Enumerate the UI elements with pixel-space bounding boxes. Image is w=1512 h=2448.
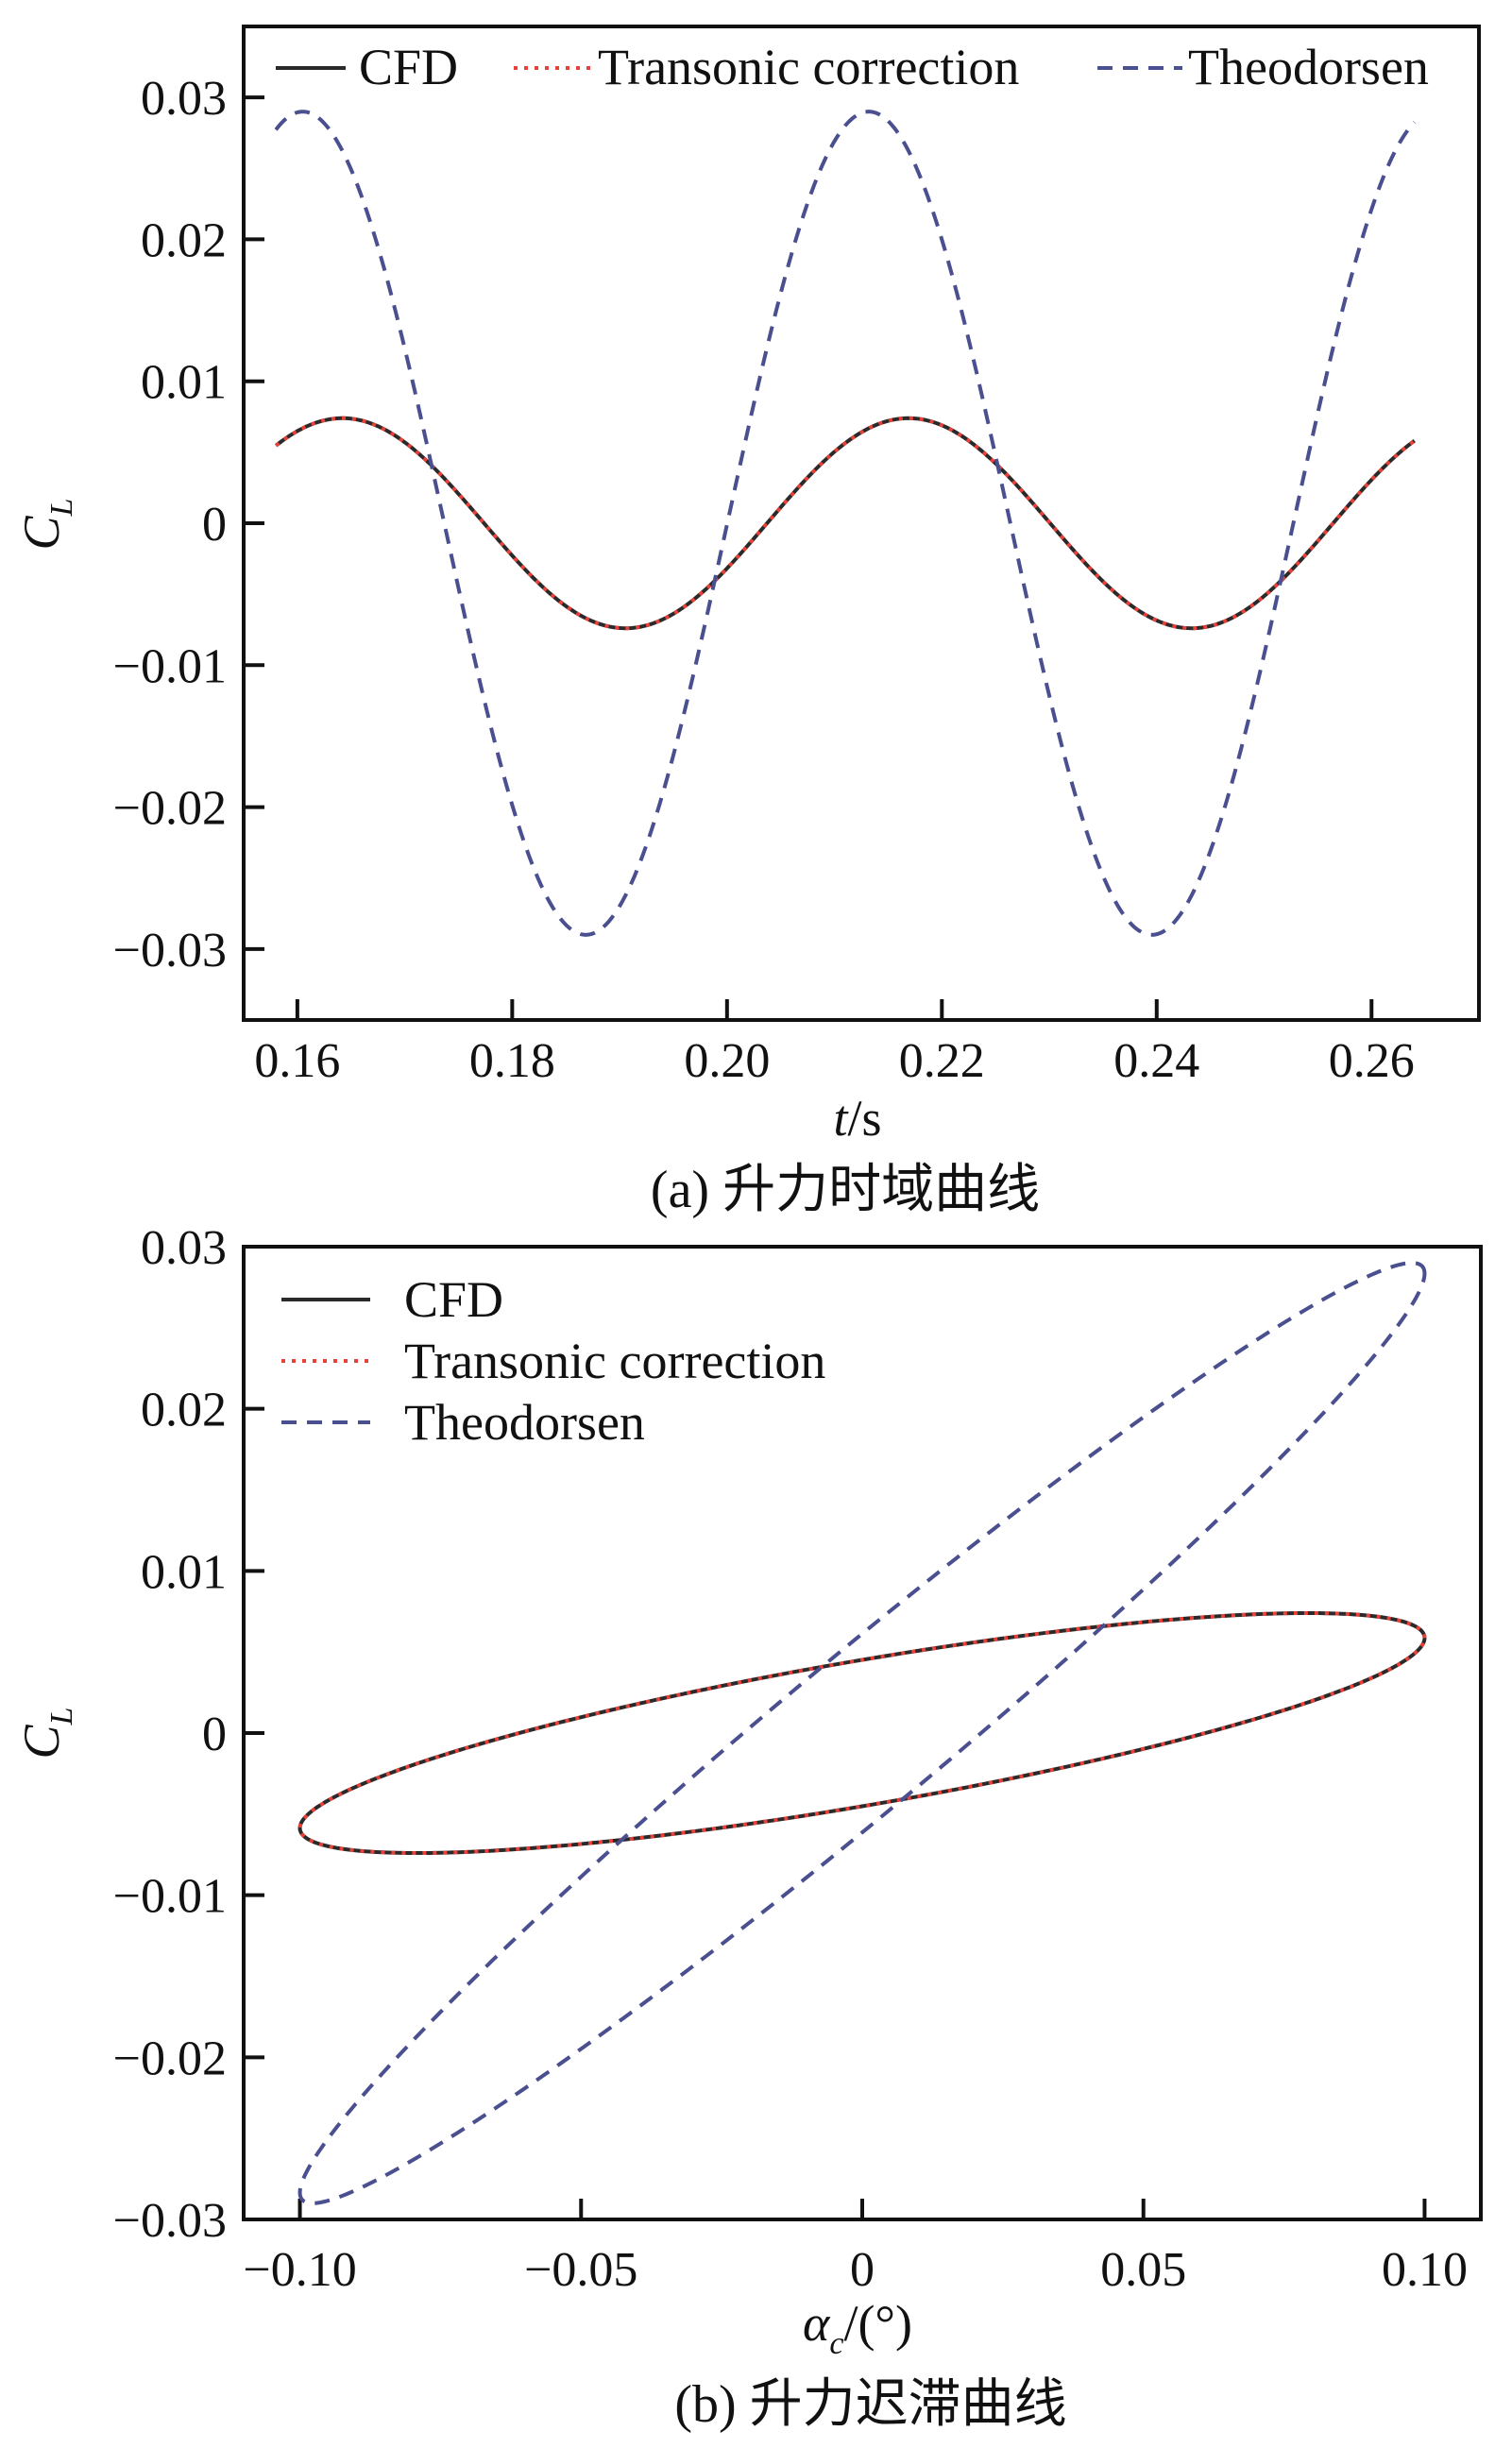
panel-a-xtick-label-2: 0.20 [684,1034,770,1088]
panel-b-xtick-label-2: 0 [850,2243,875,2297]
panel-b-caption: (b) 升力迟滞曲线 [674,2375,1066,2434]
panel-b-xtick-label-3: 0.05 [1100,2243,1186,2297]
panel-a-tick-labels: 0.16 0.18 0.20 0.22 0.24 0.26 0.03 0.02 0.01 0 −0.… [113,72,1415,1088]
panel-b-ytick-label-6: −0.03 [113,2194,227,2248]
panel-a-caption: (a) 升力时域曲线 [651,1161,1040,1219]
panel-b-series [297,1261,1427,2205]
legend-b-transonic-label: Transonic correction [404,1333,825,1389]
panel-b-xtick-label-4: 0.10 [1382,2243,1468,2297]
legend-a-theodorsen-label: Theodorsen [1188,39,1429,95]
panel-b-ytick-label-2: 0.01 [141,1545,227,1599]
panel-a-xtick-label-1: 0.18 [469,1034,555,1088]
panel-a-xtick-label-3: 0.22 [899,1034,985,1088]
panel-a-series-solid-0 [274,416,1416,631]
panel-b-ytick-label-3: 0 [202,1708,227,1761]
panel-b-legend: CFD Transonic correction Theodorsen [281,1271,825,1451]
panel-a: 0.16 0.18 0.20 0.22 0.24 0.26 0.03 0.02 0.01 0 −0.… [13,25,1481,1219]
panel-a-series-dotted-1 [274,416,1416,631]
panel-b-ytick-label-1: 0.02 [141,1384,227,1437]
panel-a-ytick-label-3: 0 [202,498,227,552]
legend-a-cfd-label: CFD [359,39,458,95]
panel-b: −0.10 −0.05 0 0.05 0.10 0.03 0.02 0.01 0 −0.01 −0.… [13,1221,1483,2434]
panel-b-tick-labels: −0.10 −0.05 0 0.05 0.10 0.03 0.02 0.01 0 −0.01 −0.… [113,1221,1468,2297]
panel-a-xlabel: t/s [833,1090,881,1147]
panel-b-series-dotted-1 [297,1610,1427,1856]
panel-b-series-dashed-2 [297,1261,1427,2205]
panel-b-xtick-label-1: −0.05 [524,2243,637,2297]
panel-a-series [274,110,1417,937]
panel-b-frame [242,1245,1483,2221]
panel-a-ytick-label-1: 0.02 [141,213,227,267]
panel-a-ytick-label-2: 0.01 [141,356,227,410]
panel-a-ytick-label-6: −0.03 [113,924,227,978]
panel-b-xtick-label-0: −0.10 [243,2243,356,2297]
panel-a-series-dashed-2 [274,110,1417,937]
panel-a-ytick-label-4: −0.01 [113,639,227,693]
panel-b-ytick-label-5: −0.02 [113,2032,227,2085]
panel-a-xtick-label-0: 0.16 [254,1034,340,1088]
panel-b-ytick-label-4: −0.01 [113,1870,227,1924]
panel-a-legend: CFD Transonic correction Theodorsen [276,39,1429,95]
legend-b-theodorsen-label: Theodorsen [404,1394,645,1451]
panel-a-ylabel: CL [13,499,79,551]
panel-a-ytick-label-0: 0.03 [141,72,227,126]
panel-b-series-solid-0 [297,1610,1427,1856]
panel-a-xtick-label-5: 0.26 [1329,1034,1415,1088]
panel-a-ticks [244,95,1374,1020]
panel-b-ytick-label-0: 0.03 [141,1221,227,1275]
legend-b-cfd-label: CFD [404,1271,503,1328]
panel-a-ytick-label-5: −0.02 [113,782,227,836]
panel-b-ticks [244,1245,1427,2221]
panel-a-xtick-label-4: 0.24 [1113,1034,1199,1088]
panel-b-xlabel: αc/(°) [803,2295,912,2361]
panel-b-ylabel: CL [13,1708,79,1760]
legend-a-transonic-label: Transonic correction [598,39,1019,95]
